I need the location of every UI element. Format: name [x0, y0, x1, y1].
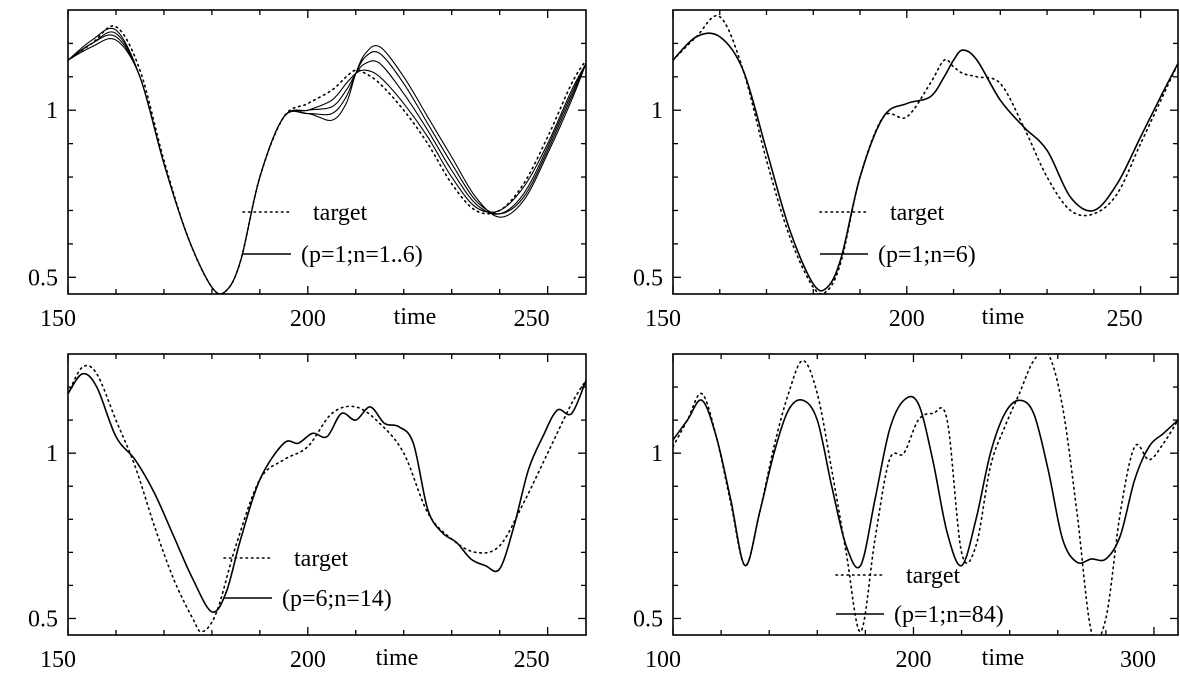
legend-label: target	[313, 200, 368, 226]
x-tick-label: 300	[1120, 647, 1156, 673]
x-tick-label: 200	[290, 647, 326, 673]
legend-label: (p=6;n=14)	[282, 586, 392, 612]
legend-label: (p=1;n=84)	[894, 602, 1004, 628]
legend-label: target	[906, 563, 961, 589]
series-group	[68, 25, 586, 294]
series-line-model	[673, 32, 1178, 292]
x-tick-label: 250	[1107, 306, 1143, 332]
plot-frame	[67, 9, 587, 295]
plot-frame	[672, 9, 1179, 295]
legend-label: target	[294, 546, 349, 572]
y-tick-label: 0.5	[28, 265, 58, 291]
legend-label: (p=1;n=1..6)	[301, 242, 423, 268]
legend: target (p=1;n=84)	[835, 563, 1004, 628]
plot-frame	[67, 353, 587, 636]
series-line-model	[68, 27, 586, 294]
x-tick-label: 250	[514, 306, 550, 332]
series-group	[673, 354, 1178, 635]
x-axis-label: time	[376, 645, 419, 671]
series-line-target	[673, 354, 1178, 635]
legend: target (p=1;n=1..6)	[242, 200, 423, 268]
x-tick-label: 100	[645, 647, 681, 673]
chart-panel-1: 150 200 250 0.5 1 time target (p=1;n=1..6)	[28, 9, 587, 332]
y-tick-label: 0.5	[633, 265, 663, 291]
y-tick-label: 1	[651, 98, 663, 124]
chart-panel-4: 100 200 300 0.5 1 time target (p=1;n=84)	[633, 353, 1179, 673]
x-tick-label: 250	[514, 647, 550, 673]
x-axis-label: time	[394, 304, 437, 330]
legend-label: target	[890, 200, 945, 226]
series-line-target	[68, 364, 586, 633]
y-tick-label: 1	[651, 441, 663, 467]
x-tick-label: 150	[645, 306, 681, 332]
series-line-target	[68, 25, 586, 294]
series-group	[673, 14, 1178, 294]
x-axis-label: time	[982, 645, 1025, 671]
chart-panel-2: 150 200 250 0.5 1 time target (p=1;n=6)	[633, 9, 1179, 332]
legend-label: (p=1;n=6)	[878, 242, 976, 268]
y-tick-label: 0.5	[28, 606, 58, 632]
x-axis-label: time	[982, 304, 1025, 330]
y-tick-label: 0.5	[633, 606, 663, 632]
series-line-model	[673, 395, 1178, 569]
chart-panel-3: 150 200 250 0.5 1 time target (p=6;n=14)	[28, 353, 587, 673]
x-tick-label: 200	[889, 306, 925, 332]
x-tick-label: 200	[895, 647, 931, 673]
legend: target (p=1;n=6)	[819, 200, 976, 268]
series-group	[68, 364, 586, 633]
y-tick-label: 1	[46, 441, 58, 467]
x-tick-label: 150	[40, 647, 76, 673]
x-tick-label: 150	[40, 306, 76, 332]
series-line-model	[68, 372, 586, 613]
x-tick-label: 200	[290, 306, 326, 332]
legend: target (p=6;n=14)	[223, 546, 392, 612]
plot-frame	[672, 353, 1179, 636]
y-tick-label: 1	[46, 98, 58, 124]
